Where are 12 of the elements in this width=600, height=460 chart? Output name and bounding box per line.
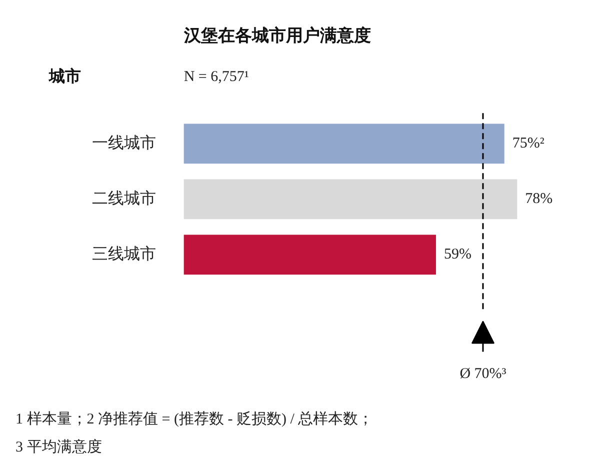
text: 1 样本量；2 净推荐值 = (推荐数 - 贬损数) / 总样本数； (16, 410, 374, 428)
chart-title: 汉堡在各城市用户满意度 (182, 26, 371, 45)
y-axis-title: 城市 (48, 68, 81, 86)
text: 3 平均满意度 (16, 438, 102, 456)
y-tick-label: 二线城市 (92, 190, 156, 208)
y-tick-label: 一线城市 (92, 134, 156, 152)
data-label: 59% (444, 246, 472, 263)
data-label: 75%² (512, 136, 545, 152)
data-label: 78% (525, 191, 553, 208)
chart-subtitle: N = 6,757¹ (184, 69, 249, 86)
y-tick-label: 三线城市 (92, 245, 156, 264)
ref-line-label: Ø 70%³ (460, 366, 507, 382)
